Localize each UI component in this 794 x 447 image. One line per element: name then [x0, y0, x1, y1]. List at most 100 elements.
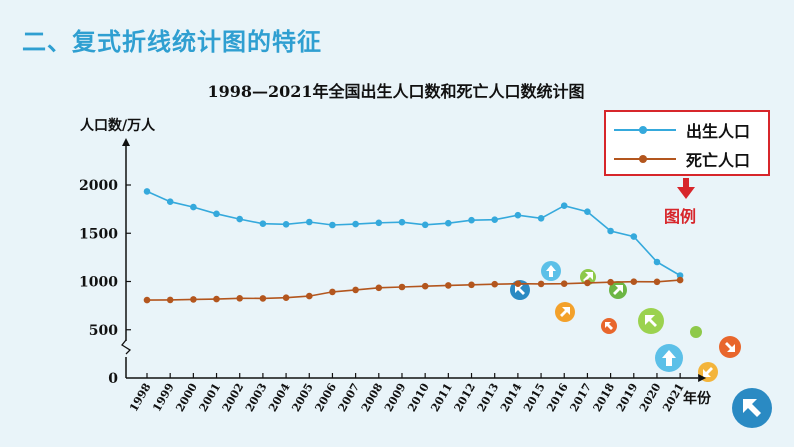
legend-line-deaths — [614, 155, 676, 163]
legend: 出生人口 死亡人口 — [604, 110, 770, 176]
arrow-upright-icon — [555, 302, 575, 322]
data-point — [166, 296, 174, 304]
data-point — [607, 278, 614, 286]
arrow-upleft-icon — [601, 318, 617, 334]
data-point — [236, 295, 243, 302]
data-point — [329, 288, 336, 296]
arrow-up-icon — [541, 261, 561, 281]
y-axis-arrow — [122, 138, 130, 146]
legend-arrow-icon — [677, 178, 695, 199]
data-point — [514, 280, 522, 288]
data-point — [375, 219, 383, 227]
x-tick-label: 2009 — [382, 381, 409, 414]
legend-marker-births — [639, 126, 647, 134]
legend-item-births: 出生人口 — [614, 119, 750, 141]
y-tick-label: 1000 — [79, 275, 118, 291]
arrow-upleft-icon — [732, 388, 772, 428]
legend-marker-deaths — [639, 155, 647, 163]
legend-item-deaths: 死亡人口 — [614, 148, 750, 170]
x-tick-label: 2017 — [567, 381, 594, 414]
x-axis-arrow — [698, 374, 707, 382]
data-point — [537, 215, 545, 222]
x-tick-label: 2013 — [475, 381, 502, 414]
data-point — [306, 292, 313, 300]
series-births — [143, 188, 684, 279]
data-point — [514, 211, 522, 219]
data-point — [676, 276, 684, 284]
data-point — [166, 198, 174, 205]
axes — [121, 138, 707, 382]
x-tick-label: 2012 — [452, 381, 479, 414]
x-tick-label: 2019 — [614, 381, 641, 414]
data-point — [491, 280, 499, 288]
data-point — [630, 278, 638, 286]
arrow-upright-icon — [690, 326, 702, 338]
data-point — [143, 296, 151, 304]
data-point — [560, 202, 568, 209]
x-tick-label: 2001 — [197, 381, 224, 414]
y-tick-label: 1500 — [79, 226, 118, 242]
data-point — [653, 258, 661, 266]
x-tick-label: 2015 — [521, 381, 548, 414]
data-point — [468, 281, 475, 289]
x-tick-label: 2003 — [243, 381, 270, 414]
arrow-up-icon — [655, 344, 683, 372]
legend-line-births — [614, 126, 676, 134]
legend-label-births: 出生人口 — [686, 122, 751, 141]
data-point — [190, 296, 197, 303]
data-point — [352, 286, 359, 294]
x-tick-label: 2008 — [359, 381, 386, 414]
x-axis-label: 年份 — [683, 390, 712, 407]
y-axis-label: 人口数/万人 — [80, 117, 156, 134]
data-point — [236, 215, 243, 223]
series-line — [146, 190, 681, 277]
data-point — [560, 280, 568, 288]
x-tick-label: 2007 — [336, 381, 363, 414]
data-point — [653, 278, 661, 286]
data-point — [329, 221, 336, 229]
data-point — [398, 283, 406, 291]
arrow-upright-icon — [580, 269, 596, 285]
data-point — [676, 272, 684, 279]
chart-title: 1998—2021年全国出生人口数和死亡人口数统计图 — [207, 82, 584, 101]
page-heading: 二、复式折线统计图的特征 — [22, 28, 322, 56]
x-tick-label: 2016 — [544, 381, 571, 414]
y-axis-break — [121, 339, 132, 355]
data-point — [537, 280, 545, 288]
data-point — [468, 216, 475, 224]
series-deaths — [143, 276, 684, 304]
x-tick-label: 1998 — [127, 381, 154, 414]
x-tick-label: 2004 — [266, 381, 293, 414]
data-point — [259, 295, 267, 302]
data-point — [584, 208, 591, 215]
x-tick-label: 2005 — [289, 381, 316, 414]
decorative-arrow-icons — [510, 261, 772, 428]
arrow-upright-icon — [609, 281, 627, 299]
x-tick-label: 2006 — [312, 381, 339, 414]
y-ticks: 0 500 1000 1500 2000 — [79, 178, 131, 387]
data-point — [375, 284, 383, 292]
x-tick-label: 1999 — [150, 381, 177, 414]
data-point — [421, 221, 429, 229]
x-tick-label: 2000 — [173, 381, 200, 414]
legend-caption: 图例 — [664, 207, 697, 226]
y-axis-break-gap — [121, 341, 131, 357]
y-tick-label: 500 — [89, 323, 118, 339]
data-point — [607, 227, 614, 235]
data-point — [630, 233, 638, 240]
y-tick-label: 0 — [108, 371, 118, 387]
x-tick-label: 2020 — [637, 381, 664, 414]
data-point — [398, 218, 406, 226]
data-point — [259, 220, 267, 227]
x-ticks: 1998199920002001200220032004200520062007… — [127, 373, 687, 414]
data-point — [143, 188, 151, 195]
x-tick-label: 2002 — [220, 381, 247, 414]
arrow-upleft-icon — [638, 308, 664, 334]
data-point — [491, 216, 499, 223]
data-point — [306, 218, 313, 226]
data-point — [213, 295, 220, 303]
data-point — [282, 294, 290, 302]
x-tick-label: 2014 — [498, 381, 525, 414]
data-point — [282, 221, 290, 228]
